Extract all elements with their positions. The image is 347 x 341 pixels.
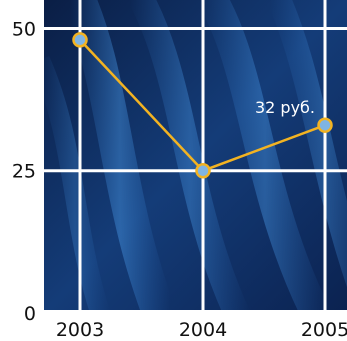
y-tick-label-0: 0	[24, 303, 36, 325]
axis-labels: 0 25 50 2003 2004 2005	[12, 18, 347, 341]
y-tick-label-25: 25	[12, 161, 36, 183]
plot-area	[44, 0, 347, 313]
y-tick-label-50: 50	[12, 18, 36, 40]
x-tick-label-2003: 2003	[56, 319, 104, 341]
data-point-2005	[317, 117, 333, 133]
data-point-2004	[195, 162, 211, 179]
x-tick-label-2005: 2005	[301, 319, 347, 341]
data-point-2003	[72, 32, 88, 48]
annotations: 32 руб.	[255, 98, 315, 117]
grid-lines	[44, 0, 347, 313]
data-label-2005: 32 руб.	[255, 98, 315, 117]
background-streaks	[44, 0, 347, 313]
series	[72, 32, 333, 179]
x-tick-label-2004: 2004	[179, 319, 227, 341]
